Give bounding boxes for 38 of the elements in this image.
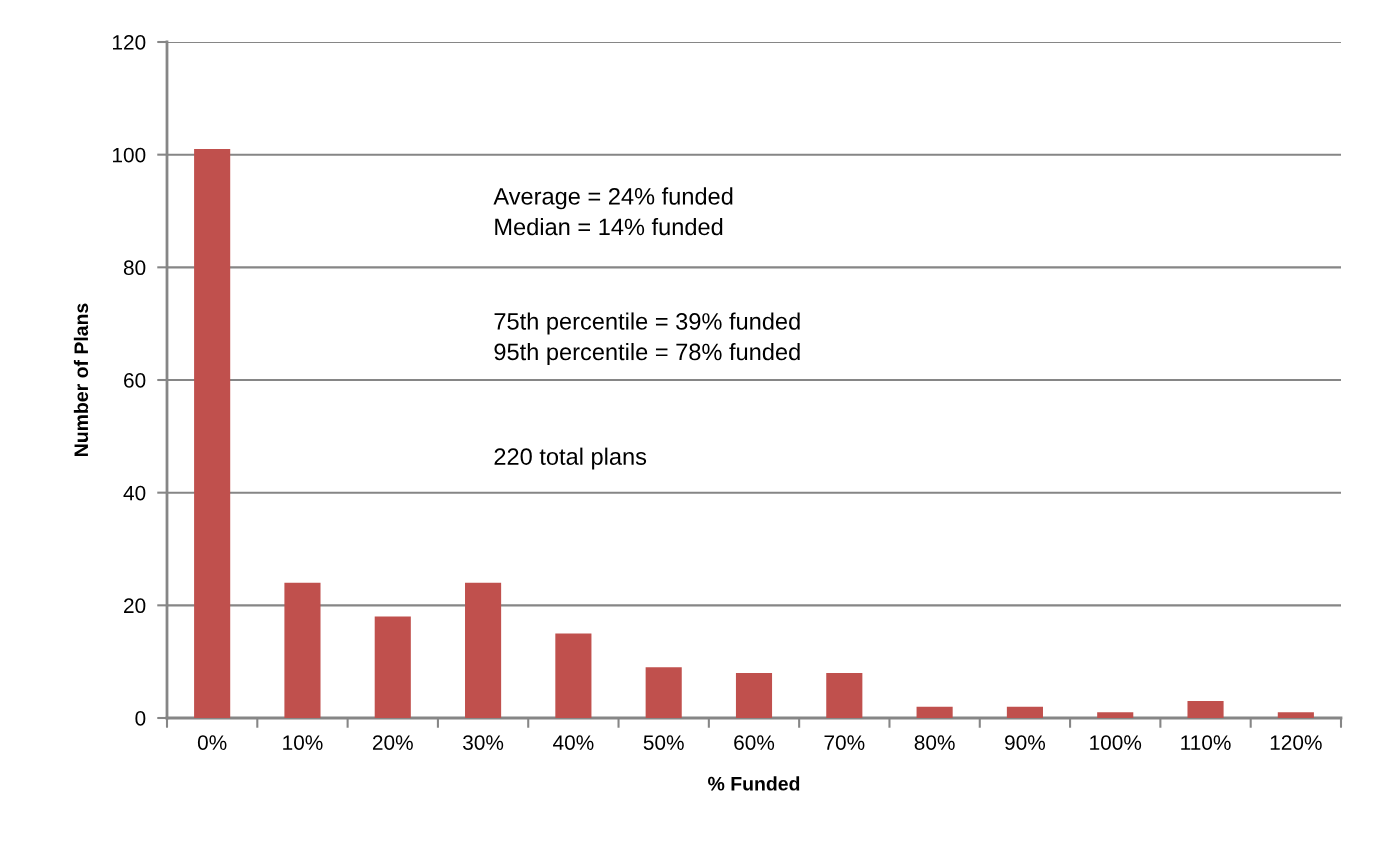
bar	[555, 633, 592, 718]
bar	[284, 582, 321, 718]
bar	[826, 672, 863, 718]
x-tick-label: 80%	[914, 735, 955, 750]
x-tick-label: 10%	[283, 735, 323, 750]
y-tick-label: 80	[123, 260, 146, 276]
y-tick-label: 120	[113, 35, 146, 50]
annotation: 220 total plans	[494, 447, 647, 470]
bar	[1006, 706, 1043, 718]
annotation: Average = 24% funded Median = 14% funded	[493, 187, 733, 236]
x-tick-label: 40%	[553, 735, 594, 750]
x-tick-label: 0%	[197, 735, 227, 750]
y-axis-title: Number of Plans	[73, 303, 89, 456]
annotation: 75th percentile = 39% funded 95th percentile = 78% funded	[494, 312, 800, 365]
bar	[1187, 701, 1224, 718]
y-tick-label: 20	[124, 598, 146, 614]
x-tick-label: 70%	[824, 735, 865, 750]
bar	[465, 582, 502, 718]
y-tick-label: 60	[124, 373, 146, 388]
bar	[1277, 712, 1314, 718]
x-tick-label: 20%	[372, 735, 413, 750]
bar	[916, 706, 953, 718]
bar	[194, 149, 231, 718]
bar	[735, 672, 773, 718]
bar	[645, 667, 682, 718]
x-axis-title: % Funded	[708, 776, 800, 791]
y-tick-label: 40	[123, 485, 146, 501]
bar	[1097, 712, 1134, 718]
x-tick-label: 90%	[1005, 735, 1046, 750]
y-tick-label: 100	[113, 147, 146, 163]
y-tick-label: 0	[135, 711, 146, 726]
x-tick-label: 110%	[1181, 735, 1231, 750]
x-tick-label: 60%	[734, 735, 775, 750]
bar	[374, 616, 411, 718]
x-tick-label: 100%	[1090, 735, 1142, 750]
x-tick-label: 30%	[463, 735, 504, 750]
x-tick-label: 50%	[643, 735, 684, 750]
x-tick-label: 120%	[1270, 735, 1322, 750]
